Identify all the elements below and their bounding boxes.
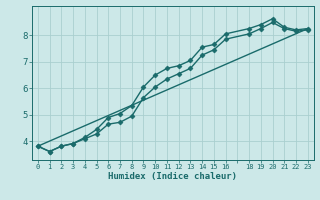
X-axis label: Humidex (Indice chaleur): Humidex (Indice chaleur): [108, 172, 237, 181]
